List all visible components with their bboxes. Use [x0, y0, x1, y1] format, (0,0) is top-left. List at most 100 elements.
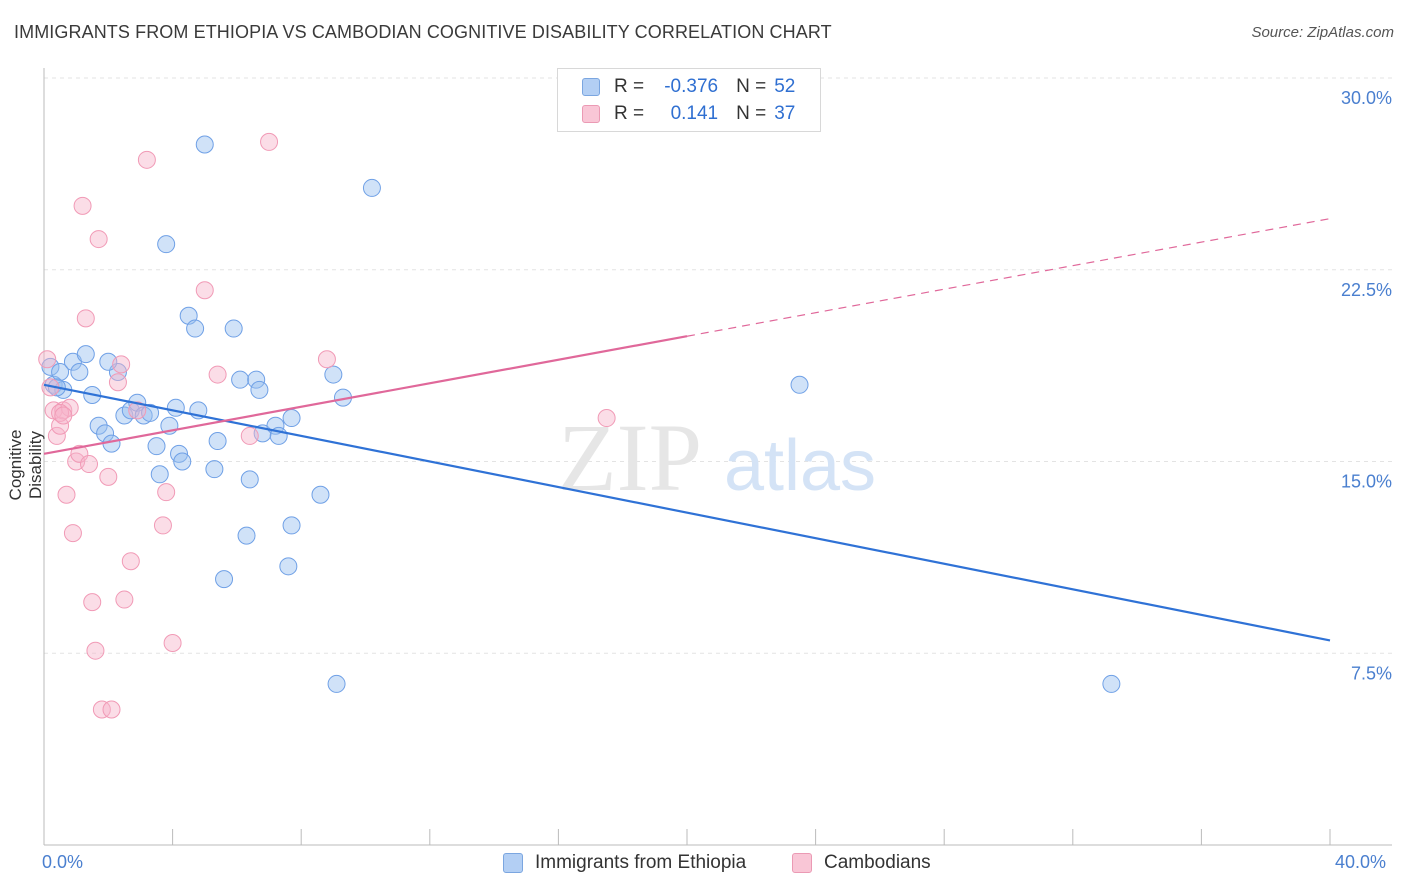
legend-r-label: R = [614, 76, 645, 97]
data-point [89, 230, 108, 249]
legend-swatch-blue [582, 78, 600, 96]
data-point [54, 406, 73, 425]
data-point [153, 516, 172, 535]
legend-r-value: 0.141 [670, 103, 719, 124]
data-point [250, 380, 269, 399]
data-point [150, 465, 169, 484]
data-point [86, 641, 105, 660]
data-point [362, 178, 381, 197]
data-point [231, 370, 250, 389]
data-point [240, 426, 259, 445]
data-point [80, 455, 99, 474]
watermark: ZIP atlas [558, 404, 876, 511]
data-point [282, 516, 301, 535]
trend-line [43, 335, 688, 455]
data-point [38, 350, 57, 369]
data-point [128, 401, 147, 420]
data-point [108, 373, 127, 392]
data-point [195, 135, 214, 154]
data-point [205, 460, 224, 479]
data-point [51, 363, 70, 382]
axes [43, 68, 1392, 846]
data-point [237, 526, 256, 545]
y-axis-label: Cognitive Disability [6, 429, 45, 501]
bottom-legend-swatch-blue [503, 853, 523, 873]
watermark-zip: ZIP [558, 404, 702, 511]
bottom-legend-ethiopia: Immigrants from Ethiopia [503, 852, 746, 874]
data-point [279, 557, 298, 576]
data-point [70, 363, 89, 382]
bottom-legend-label: Immigrants from Ethiopia [535, 852, 747, 873]
data-point [208, 365, 227, 384]
legend-row-ethiopia: R = -0.376 N = 52 [582, 75, 795, 99]
data-point [324, 365, 343, 384]
data-point [1102, 674, 1121, 693]
legend-row-cambodians: R = 0.141 N = 37 [582, 102, 795, 126]
data-point [282, 409, 301, 428]
data-point [790, 375, 809, 394]
data-point [208, 432, 227, 451]
data-point [76, 345, 95, 364]
data-point [166, 398, 185, 417]
legend-n-value: 37 [774, 103, 796, 124]
chart-title: IMMIGRANTS FROM ETHIOPIA VS CAMBODIAN CO… [14, 22, 832, 42]
data-point [173, 452, 192, 471]
data-point [51, 416, 70, 435]
data-point [92, 700, 111, 719]
data-point [195, 281, 214, 300]
data-point [115, 590, 134, 609]
bottom-legend-cambodians: Cambodians [792, 852, 931, 874]
data-point [327, 674, 346, 693]
data-point [157, 235, 176, 254]
legend-r-label: R = [614, 103, 645, 124]
data-point [224, 319, 243, 338]
data-point [597, 409, 616, 428]
data-point [76, 309, 95, 328]
data-point [89, 416, 108, 435]
data-point [311, 485, 330, 504]
trend-line [43, 383, 1331, 642]
grid-lines [44, 77, 1392, 654]
data-point [163, 634, 182, 653]
legend-n-label: N = [736, 103, 767, 124]
data-point [112, 355, 131, 374]
x-tick-label-min: 0.0% [42, 852, 84, 872]
bottom-legend-label: Cambodians [824, 852, 931, 873]
source-label: Source: ZipAtlas.com [1251, 24, 1394, 41]
legend-n-label: N = [736, 76, 767, 97]
data-point [247, 370, 266, 389]
data-point [260, 132, 279, 151]
stats-legend: R = -0.376 N = 52 R = 0.141 N = 37 [557, 68, 821, 132]
data-point [83, 593, 102, 612]
bottom-legend-swatch-pink [792, 853, 812, 873]
data-point [63, 524, 82, 543]
data-point [102, 700, 121, 719]
data-point [57, 485, 76, 504]
data-point [186, 319, 205, 338]
y-tick-label: 22.5% [1341, 280, 1392, 300]
data-point [317, 350, 336, 369]
data-point [215, 570, 234, 589]
trend-lines [43, 218, 1331, 642]
legend-n-value: 52 [774, 76, 796, 97]
series-cambodians-points [38, 132, 616, 719]
y-tick-label: 7.5% [1351, 663, 1392, 683]
data-point [147, 437, 166, 456]
y-tick-label: 15.0% [1341, 472, 1392, 492]
data-point [121, 552, 140, 571]
y-tick-label: 30.0% [1341, 88, 1392, 108]
data-point [47, 426, 66, 445]
data-point [157, 483, 176, 502]
watermark-atlas: atlas [724, 426, 876, 506]
y-tick-labels: 7.5% 15.0% 22.5% 30.0% [1341, 88, 1392, 683]
trend-line [686, 218, 1331, 337]
series-ethiopia-points [41, 135, 1121, 693]
legend-r-value: -0.376 [664, 76, 719, 97]
data-point [137, 150, 156, 169]
x-tick-label-max: 40.0% [1335, 852, 1387, 872]
data-point [99, 467, 118, 486]
data-point [51, 403, 70, 422]
data-point [60, 398, 79, 417]
legend-swatch-pink [582, 105, 600, 123]
